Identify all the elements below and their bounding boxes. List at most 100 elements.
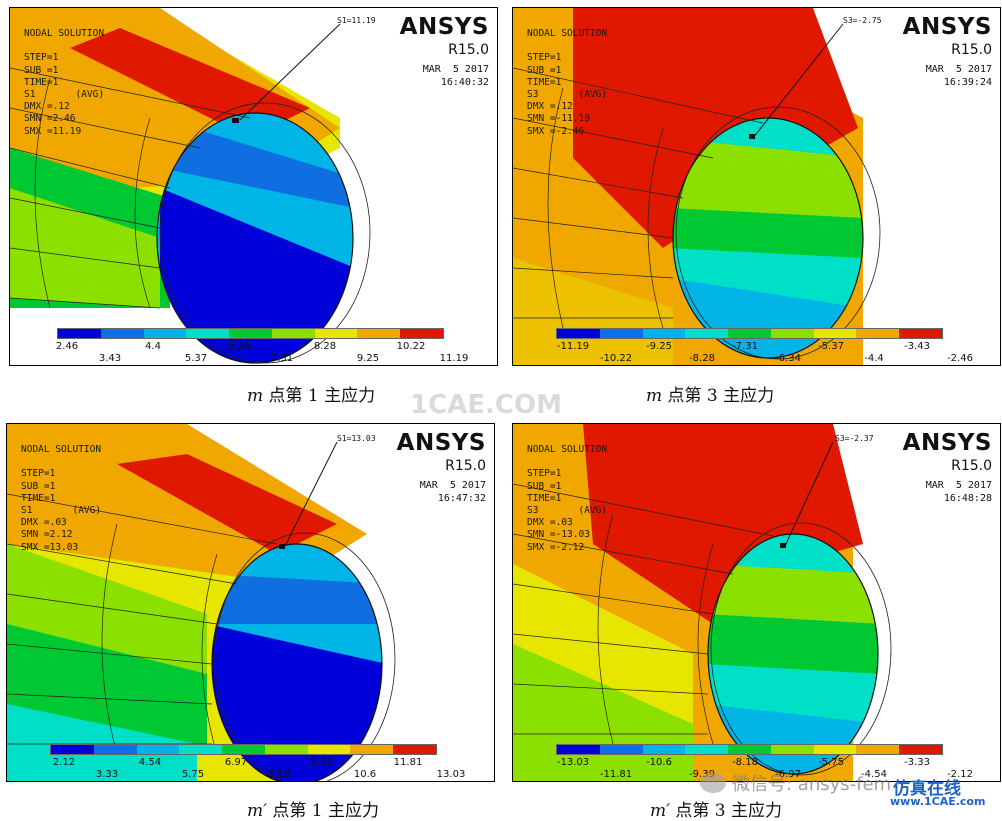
legend-tick-top: 2.46 <box>55 341 79 352</box>
legend-tick-bottom: 3.43 <box>98 353 122 364</box>
legend-color-swatch <box>856 745 900 754</box>
caption-variable: m <box>646 386 663 406</box>
legend-color-swatch <box>599 745 643 754</box>
legend-color-swatch <box>186 329 230 338</box>
legend-tick-top: -7.31 <box>732 341 758 352</box>
legend-tick-top: -5.37 <box>818 341 844 352</box>
legend-color-swatch <box>899 329 943 338</box>
panel-m-s1: NODAL SOLUTION STEP=1 SUB =1 TIME=1 S1 (… <box>9 7 498 366</box>
color-legend-bar <box>556 328 943 339</box>
legend-tick-bottom: 5.37 <box>184 353 208 364</box>
legend-color-swatch <box>136 745 180 754</box>
legend-tick-top: -3.33 <box>904 757 930 768</box>
brand-watermark-cn: 仿真在线 <box>893 779 961 799</box>
caption-panel-1: m 点第 1 主应力 <box>247 381 375 406</box>
legend-color-swatch <box>271 329 315 338</box>
wechat-id-text: 微信号: ansys-fem <box>732 774 892 795</box>
legend-color-swatch <box>350 745 394 754</box>
legend-tick-bottom: 8.18 <box>267 769 291 780</box>
caption-text: 点第 1 主应力 <box>263 386 376 406</box>
legend-tick-bottom: -6.34 <box>775 353 801 364</box>
legend-tick-top: 9.39 <box>310 757 334 768</box>
legend-tick-top: 4.54 <box>138 757 162 768</box>
legend-color-swatch <box>557 329 600 338</box>
legend-color-swatch <box>229 329 272 338</box>
max-callout-label: S3=-2.37 <box>835 434 874 443</box>
legend-color-swatch <box>400 329 444 338</box>
caption-text: 点第 1 主应力 <box>266 801 380 821</box>
legend-tick-bottom: 9.25 <box>356 353 380 364</box>
legend-tick-top: -13.03 <box>556 757 590 768</box>
legend-tick-bottom: -10.22 <box>599 353 633 364</box>
legend-tick-top: 10.22 <box>396 341 426 352</box>
color-legend-bar <box>57 328 444 339</box>
max-callout-label: S1=13.03 <box>337 434 376 443</box>
legend-tick-bottom: 5.75 <box>181 769 205 780</box>
panel-m-prime-s3: NODAL SOLUTION STEP=1 SUB =1 TIME=1 S3 (… <box>512 423 1001 782</box>
legend-color-swatch <box>51 745 94 754</box>
max-callout-label: S1=11.19 <box>337 16 376 25</box>
color-legend-bar <box>50 744 437 755</box>
caption-variable: m <box>247 386 264 406</box>
legend-tick-bottom: 11.19 <box>439 353 469 364</box>
legend-color-swatch <box>357 329 401 338</box>
center-watermark: 1CAE.COM <box>410 390 562 420</box>
legend-tick-bottom: -4.54 <box>861 769 887 780</box>
timestamp: MAR 5 2017 16:40:32 <box>422 64 489 88</box>
legend-tick-top: 6.97 <box>224 757 248 768</box>
legend-tick-bottom: -9.39 <box>689 769 715 780</box>
panel-m-prime-s1: NODAL SOLUTION STEP=1 SUB =1 TIME=1 S1 (… <box>6 423 495 782</box>
legend-tick-bottom: -4.4 <box>864 353 884 364</box>
timestamp: MAR 5 2017 16:48:28 <box>925 480 992 504</box>
legend-color-swatch <box>728 329 771 338</box>
version-label: R15.0 <box>445 458 486 474</box>
legend-color-swatch <box>813 745 857 754</box>
caption-panel-4: m′ 点第 3 主应力 <box>650 796 782 821</box>
legend-tick-top: 6.34 <box>227 341 251 352</box>
legend-color-swatch <box>314 329 358 338</box>
legend-color-swatch <box>307 745 351 754</box>
version-label: R15.0 <box>951 42 992 58</box>
nodal-solution-info: NODAL SOLUTION STEP=1 SUB =1 TIME=1 S1 (… <box>21 444 102 553</box>
nodal-solution-info: NODAL SOLUTION STEP=1 SUB =1 TIME=1 S3 (… <box>527 28 608 137</box>
caption-text: 点第 3 主应力 <box>669 801 783 821</box>
legend-tick-top: 4.4 <box>145 341 161 352</box>
caption-panel-2: m 点第 3 主应力 <box>646 381 774 406</box>
legend-color-swatch <box>685 329 729 338</box>
legend-color-swatch <box>264 745 308 754</box>
legend-tick-top: 2.12 <box>52 757 76 768</box>
wechat-watermark: 微信号: ansys-fem <box>700 770 891 796</box>
legend-tick-top: -3.43 <box>904 341 930 352</box>
legend-tick-bottom: -11.81 <box>599 769 633 780</box>
legend-color-swatch <box>58 329 101 338</box>
legend-tick-bottom: -2.12 <box>947 769 973 780</box>
legend-color-swatch <box>557 745 600 754</box>
version-label: R15.0 <box>951 458 992 474</box>
legend-color-swatch <box>642 745 686 754</box>
legend-tick-bottom: 3.33 <box>95 769 119 780</box>
nodal-solution-info: NODAL SOLUTION STEP=1 SUB =1 TIME=1 S3 (… <box>527 444 608 553</box>
legend-tick-top: 8.28 <box>313 341 337 352</box>
legend-color-swatch <box>856 329 900 338</box>
wechat-icon <box>700 773 726 793</box>
legend-tick-bottom: -8.28 <box>689 353 715 364</box>
ansys-logo: ANSYS <box>396 430 486 456</box>
legend-tick-bottom: 7.31 <box>270 353 294 364</box>
legend-tick-top: -9.25 <box>646 341 672 352</box>
legend-color-swatch <box>899 745 943 754</box>
legend-tick-bottom: -6.97 <box>775 769 801 780</box>
legend-color-swatch <box>179 745 223 754</box>
site-watermark: www.1CAE.com <box>890 795 986 808</box>
legend-tick-top: -11.19 <box>556 341 590 352</box>
cylinder-contour-plot <box>513 8 1000 365</box>
legend-color-swatch <box>100 329 144 338</box>
legend-tick-bottom: 10.6 <box>353 769 377 780</box>
legend-color-swatch <box>599 329 643 338</box>
legend-color-swatch <box>642 329 686 338</box>
legend-color-swatch <box>770 329 814 338</box>
panel-m-s3: NODAL SOLUTION STEP=1 SUB =1 TIME=1 S3 (… <box>512 7 1001 366</box>
legend-tick-top: -5.75 <box>818 757 844 768</box>
caption-text: 点第 3 主应力 <box>662 386 775 406</box>
caption-panel-3: m′ 点第 1 主应力 <box>247 796 379 821</box>
legend-color-swatch <box>393 745 437 754</box>
